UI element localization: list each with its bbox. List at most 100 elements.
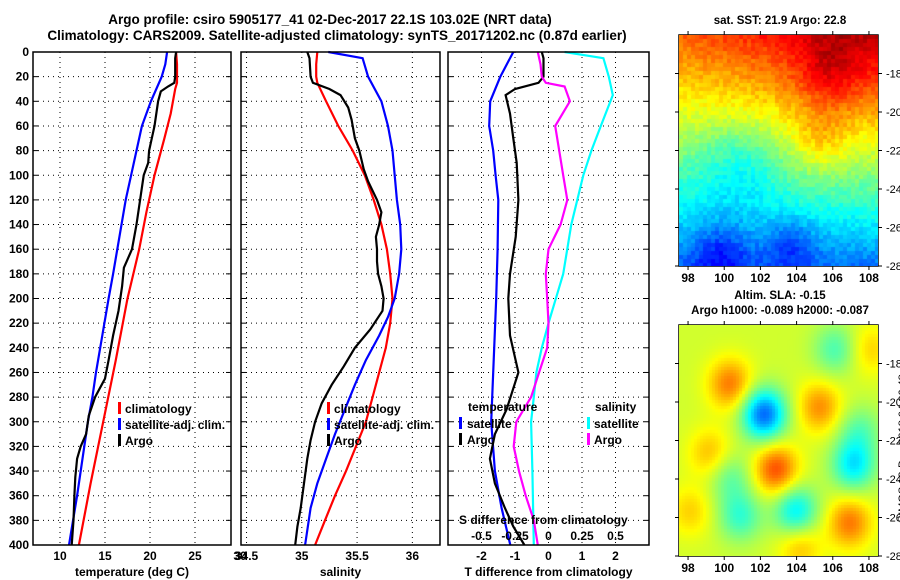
map-y-tick-label: -22 <box>886 146 900 158</box>
x-tick-label: 15 <box>98 549 112 563</box>
x-tick-label: 2 <box>612 549 619 563</box>
x-tick-label: 36 <box>406 549 420 563</box>
sla-map-title-1: Altim. SLA: -0.15 <box>734 290 826 302</box>
x-tick-label: 0 <box>545 549 552 563</box>
map-x-tick-label: 98 <box>681 561 695 575</box>
x-tick-label: 25 <box>188 549 202 563</box>
y-tick-label: 320 <box>9 439 29 453</box>
x-tick-label: 30 <box>233 549 247 563</box>
series-line-temperature-satellite <box>488 51 515 546</box>
x-tick-label: 20 <box>143 549 157 563</box>
series-line-temperature-argo <box>488 51 545 546</box>
map-x-tick-label: 102 <box>750 561 770 575</box>
x-axis-label: temperature (deg C) <box>75 565 189 579</box>
map-y-tick-label: -22 <box>886 436 900 448</box>
legend-label: Argo <box>467 433 495 447</box>
legend-swatch <box>118 434 121 446</box>
y-tick-label: 400 <box>9 538 29 552</box>
y-tick-label: 160 <box>9 242 29 256</box>
legend-label: Argo <box>334 434 362 448</box>
y-tick-label: 180 <box>9 267 29 281</box>
x-tick-label: 35.5 <box>345 549 369 563</box>
x-axis-label: T difference from climatology <box>464 565 632 579</box>
y-tick-label: 20 <box>16 70 30 84</box>
map-y-tick-label: -24 <box>886 184 900 196</box>
series-line-argo <box>70 51 178 546</box>
y-tick-label: 220 <box>9 316 29 330</box>
y-tick-label: 280 <box>9 390 29 404</box>
map-y-tick-label: -28 <box>886 261 900 273</box>
plot-frame <box>240 51 441 546</box>
x-tick-label: 34.5 <box>235 549 259 563</box>
legend-swatch <box>327 434 330 446</box>
map-x-tick-label: 104 <box>787 271 807 285</box>
legend-swatch <box>587 433 590 445</box>
map-x-tick-label: 100 <box>714 271 734 285</box>
map-y-tick-label: -28 <box>886 551 900 563</box>
series-line-salinity-satellite <box>529 50 614 546</box>
legend-swatch <box>459 417 462 429</box>
legend-swatch <box>118 402 121 414</box>
series-line-climatology <box>314 51 394 546</box>
map-x-tick-label: 104 <box>787 561 807 575</box>
map-x-tick-label: 108 <box>859 271 879 285</box>
map-x-tick-label: 100 <box>714 561 734 575</box>
map-y-tick-label: -24 <box>886 474 900 486</box>
y-tick-label: 340 <box>9 464 29 478</box>
y-tick-label: 300 <box>9 415 29 429</box>
legend-label: climatology <box>334 402 401 416</box>
map-y-tick-label: -20 <box>886 397 900 409</box>
x-tick-label: 35 <box>295 549 309 563</box>
x2-tick-label: 0.25 <box>570 529 594 543</box>
x-tick-label: 1 <box>579 549 586 563</box>
legend-swatch <box>327 402 330 414</box>
x2-tick-label: -0.5 <box>471 529 492 543</box>
map-y-tick-label: -26 <box>886 513 900 525</box>
map-x-tick-label: 106 <box>823 561 843 575</box>
series-line-climatology <box>77 51 179 546</box>
legend-label: climatology <box>125 402 192 416</box>
x2-tick-label: -0.25 <box>501 529 529 543</box>
y-tick-label: 60 <box>16 119 30 133</box>
x-tick-label: -2 <box>476 549 487 563</box>
title-line-2: Climatology: CARS2009. Satellite-adjuste… <box>47 28 627 43</box>
legend-swatch <box>459 433 462 445</box>
sla-map <box>679 325 878 556</box>
y-tick-label: 240 <box>9 341 29 355</box>
plot-frame <box>32 51 232 546</box>
y-tick-label: 100 <box>9 168 29 182</box>
legend-title: salinity <box>595 400 637 414</box>
y-tick-label: 140 <box>9 218 29 232</box>
sst-map <box>679 35 878 266</box>
legend-title: temperature <box>468 400 538 414</box>
y-tick-label: 380 <box>9 513 29 527</box>
map-x-tick-label: 108 <box>859 561 879 575</box>
legend-label: satellite-adj. clim. <box>334 418 434 432</box>
x2-axis-label: S difference from climatology <box>459 513 628 527</box>
series-line-satellite-adj-clim- <box>304 50 403 546</box>
map-x-tick-label: 98 <box>681 271 695 285</box>
map-x-tick-label: 106 <box>823 271 843 285</box>
x2-tick-label: 0 <box>545 529 552 543</box>
x-axis-label: salinity <box>320 565 362 579</box>
legend-label: Argo <box>594 433 622 447</box>
legend-label: satellite-adj. clim. <box>125 418 225 432</box>
sla-map-title-2: Argo h1000: -0.089 h2000: -0.087 <box>691 305 869 317</box>
plot-frame <box>447 51 650 546</box>
x2-tick-label: 0.5 <box>607 529 624 543</box>
y-tick-label: 80 <box>16 144 30 158</box>
legend-label: Argo <box>125 434 153 448</box>
y-tick-label: 120 <box>9 193 29 207</box>
legend-swatch <box>118 418 121 430</box>
legend-label: satellite <box>467 417 512 431</box>
x-tick-label: 10 <box>53 549 67 563</box>
map-y-tick-label: -18 <box>886 359 900 371</box>
y-tick-label: 360 <box>9 489 29 503</box>
legend-swatch <box>587 417 590 429</box>
y-tick-label: 0 <box>22 45 29 59</box>
series-line-argo <box>294 51 385 546</box>
map-y-tick-label: -20 <box>886 107 900 119</box>
title-line-1: Argo profile: csiro 5905177_41 02-Dec-20… <box>108 12 552 27</box>
sst-map-title: sat. SST: 21.9 Argo: 22.8 <box>713 15 847 27</box>
